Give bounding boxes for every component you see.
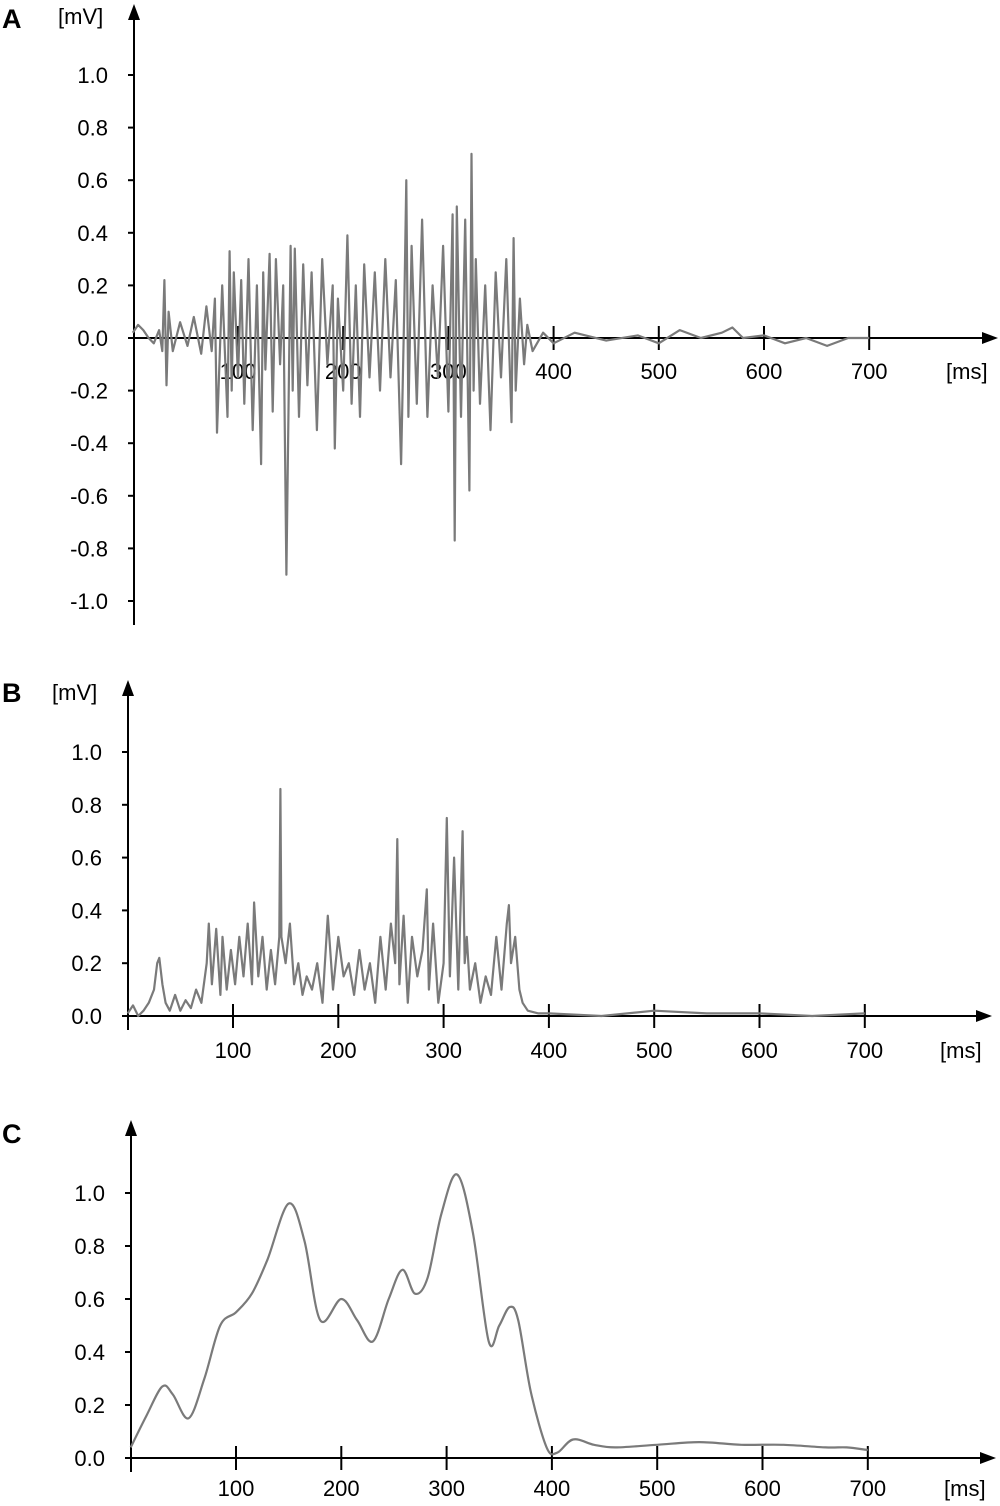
y-tick-label-a: -0.6 — [70, 484, 108, 509]
y-axis-unit-b: [mV] — [52, 680, 97, 705]
x-axis-arrow-c — [980, 1452, 996, 1464]
y-tick-label-a: -0.8 — [70, 536, 108, 561]
panel-b: B 0.0 0.2 0.4 0.6 0.8 1.0 100 200 300 400 500 600 70… — [2, 678, 992, 1063]
x-tick-label-c: 400 — [534, 1476, 571, 1501]
y-tick-label-c: 0.0 — [74, 1446, 105, 1471]
x-tick-label-a: 700 — [851, 359, 888, 384]
y-tick-label-b: 0.2 — [71, 951, 102, 976]
y-tick-label-c: 0.2 — [74, 1393, 105, 1418]
y-axis-arrow-b — [122, 680, 134, 696]
y-tick-label-c: 0.4 — [74, 1340, 105, 1365]
y-axis-arrow-c — [125, 1120, 137, 1136]
x-tick-label-b: 500 — [636, 1038, 673, 1063]
x-tick-label-c: 500 — [639, 1476, 676, 1501]
y-axis-arrow-a — [128, 4, 140, 20]
panel-letter-c: C — [2, 1119, 22, 1149]
y-tick-label-a: 1.0 — [77, 63, 108, 88]
x-tick-label-b: 700 — [846, 1038, 883, 1063]
x-tick-label-b: 600 — [741, 1038, 778, 1063]
x-tick-label-c: 100 — [218, 1476, 255, 1501]
y-tick-label-b: 1.0 — [71, 740, 102, 765]
y-tick-label-a: 0.0 — [77, 326, 108, 351]
x-axis-unit-a: [ms] — [946, 359, 988, 384]
y-axis-unit-a: [mV] — [58, 4, 103, 29]
panel-c: C 0.0 0.2 0.4 0.6 0.8 1.0 100 200 300 400 500 600 70… — [2, 1119, 996, 1501]
y-tick-label-b: 0.6 — [71, 846, 102, 871]
x-tick-label-c: 300 — [428, 1476, 465, 1501]
x-tick-label-b: 100 — [215, 1038, 252, 1063]
x-axis-unit-c: [ms] — [944, 1476, 986, 1501]
y-tick-label-a: -0.2 — [70, 379, 108, 404]
y-tick-label-a: -0.4 — [70, 431, 108, 456]
series-line-c — [129, 1173, 868, 1456]
y-tick-label-a: 0.8 — [77, 116, 108, 141]
x-axis-arrow-a — [982, 332, 998, 344]
panel-letter-b: B — [2, 678, 22, 708]
y-tick-label-a: 0.4 — [77, 221, 108, 246]
x-tick-label-c: 200 — [323, 1476, 360, 1501]
x-tick-label-a: 600 — [746, 359, 783, 384]
panel-a: A -1.0 -0.8 -0.6 -0.4 -0.2 0.0 0.2 0.4 0.6 0.8 1.0… — [2, 4, 998, 625]
x-tick-label-b: 200 — [320, 1038, 357, 1063]
series-line-a — [131, 152, 870, 576]
y-tick-label-b: 0.4 — [71, 898, 102, 923]
series-line-b — [126, 787, 865, 1018]
x-axis-unit-b: [ms] — [940, 1038, 982, 1063]
y-tick-label-c: 0.8 — [74, 1234, 105, 1259]
y-tick-label-c: 1.0 — [74, 1181, 105, 1206]
x-axis-arrow-b — [976, 1010, 992, 1022]
x-tick-label-b: 400 — [531, 1038, 568, 1063]
x-tick-label-a: 400 — [535, 359, 572, 384]
panel-letter-a: A — [2, 4, 22, 34]
x-tick-label-c: 700 — [849, 1476, 886, 1501]
y-tick-label-a: 0.2 — [77, 273, 108, 298]
y-tick-label-b: 0.8 — [71, 793, 102, 818]
x-tick-label-b: 300 — [425, 1038, 462, 1063]
x-tick-label-a: 500 — [640, 359, 677, 384]
y-tick-label-a: 0.6 — [77, 168, 108, 193]
y-tick-label-a: -1.0 — [70, 589, 108, 614]
y-tick-label-c: 0.6 — [74, 1287, 105, 1312]
y-tick-label-b: 0.0 — [71, 1004, 102, 1029]
x-tick-label-c: 600 — [744, 1476, 781, 1501]
